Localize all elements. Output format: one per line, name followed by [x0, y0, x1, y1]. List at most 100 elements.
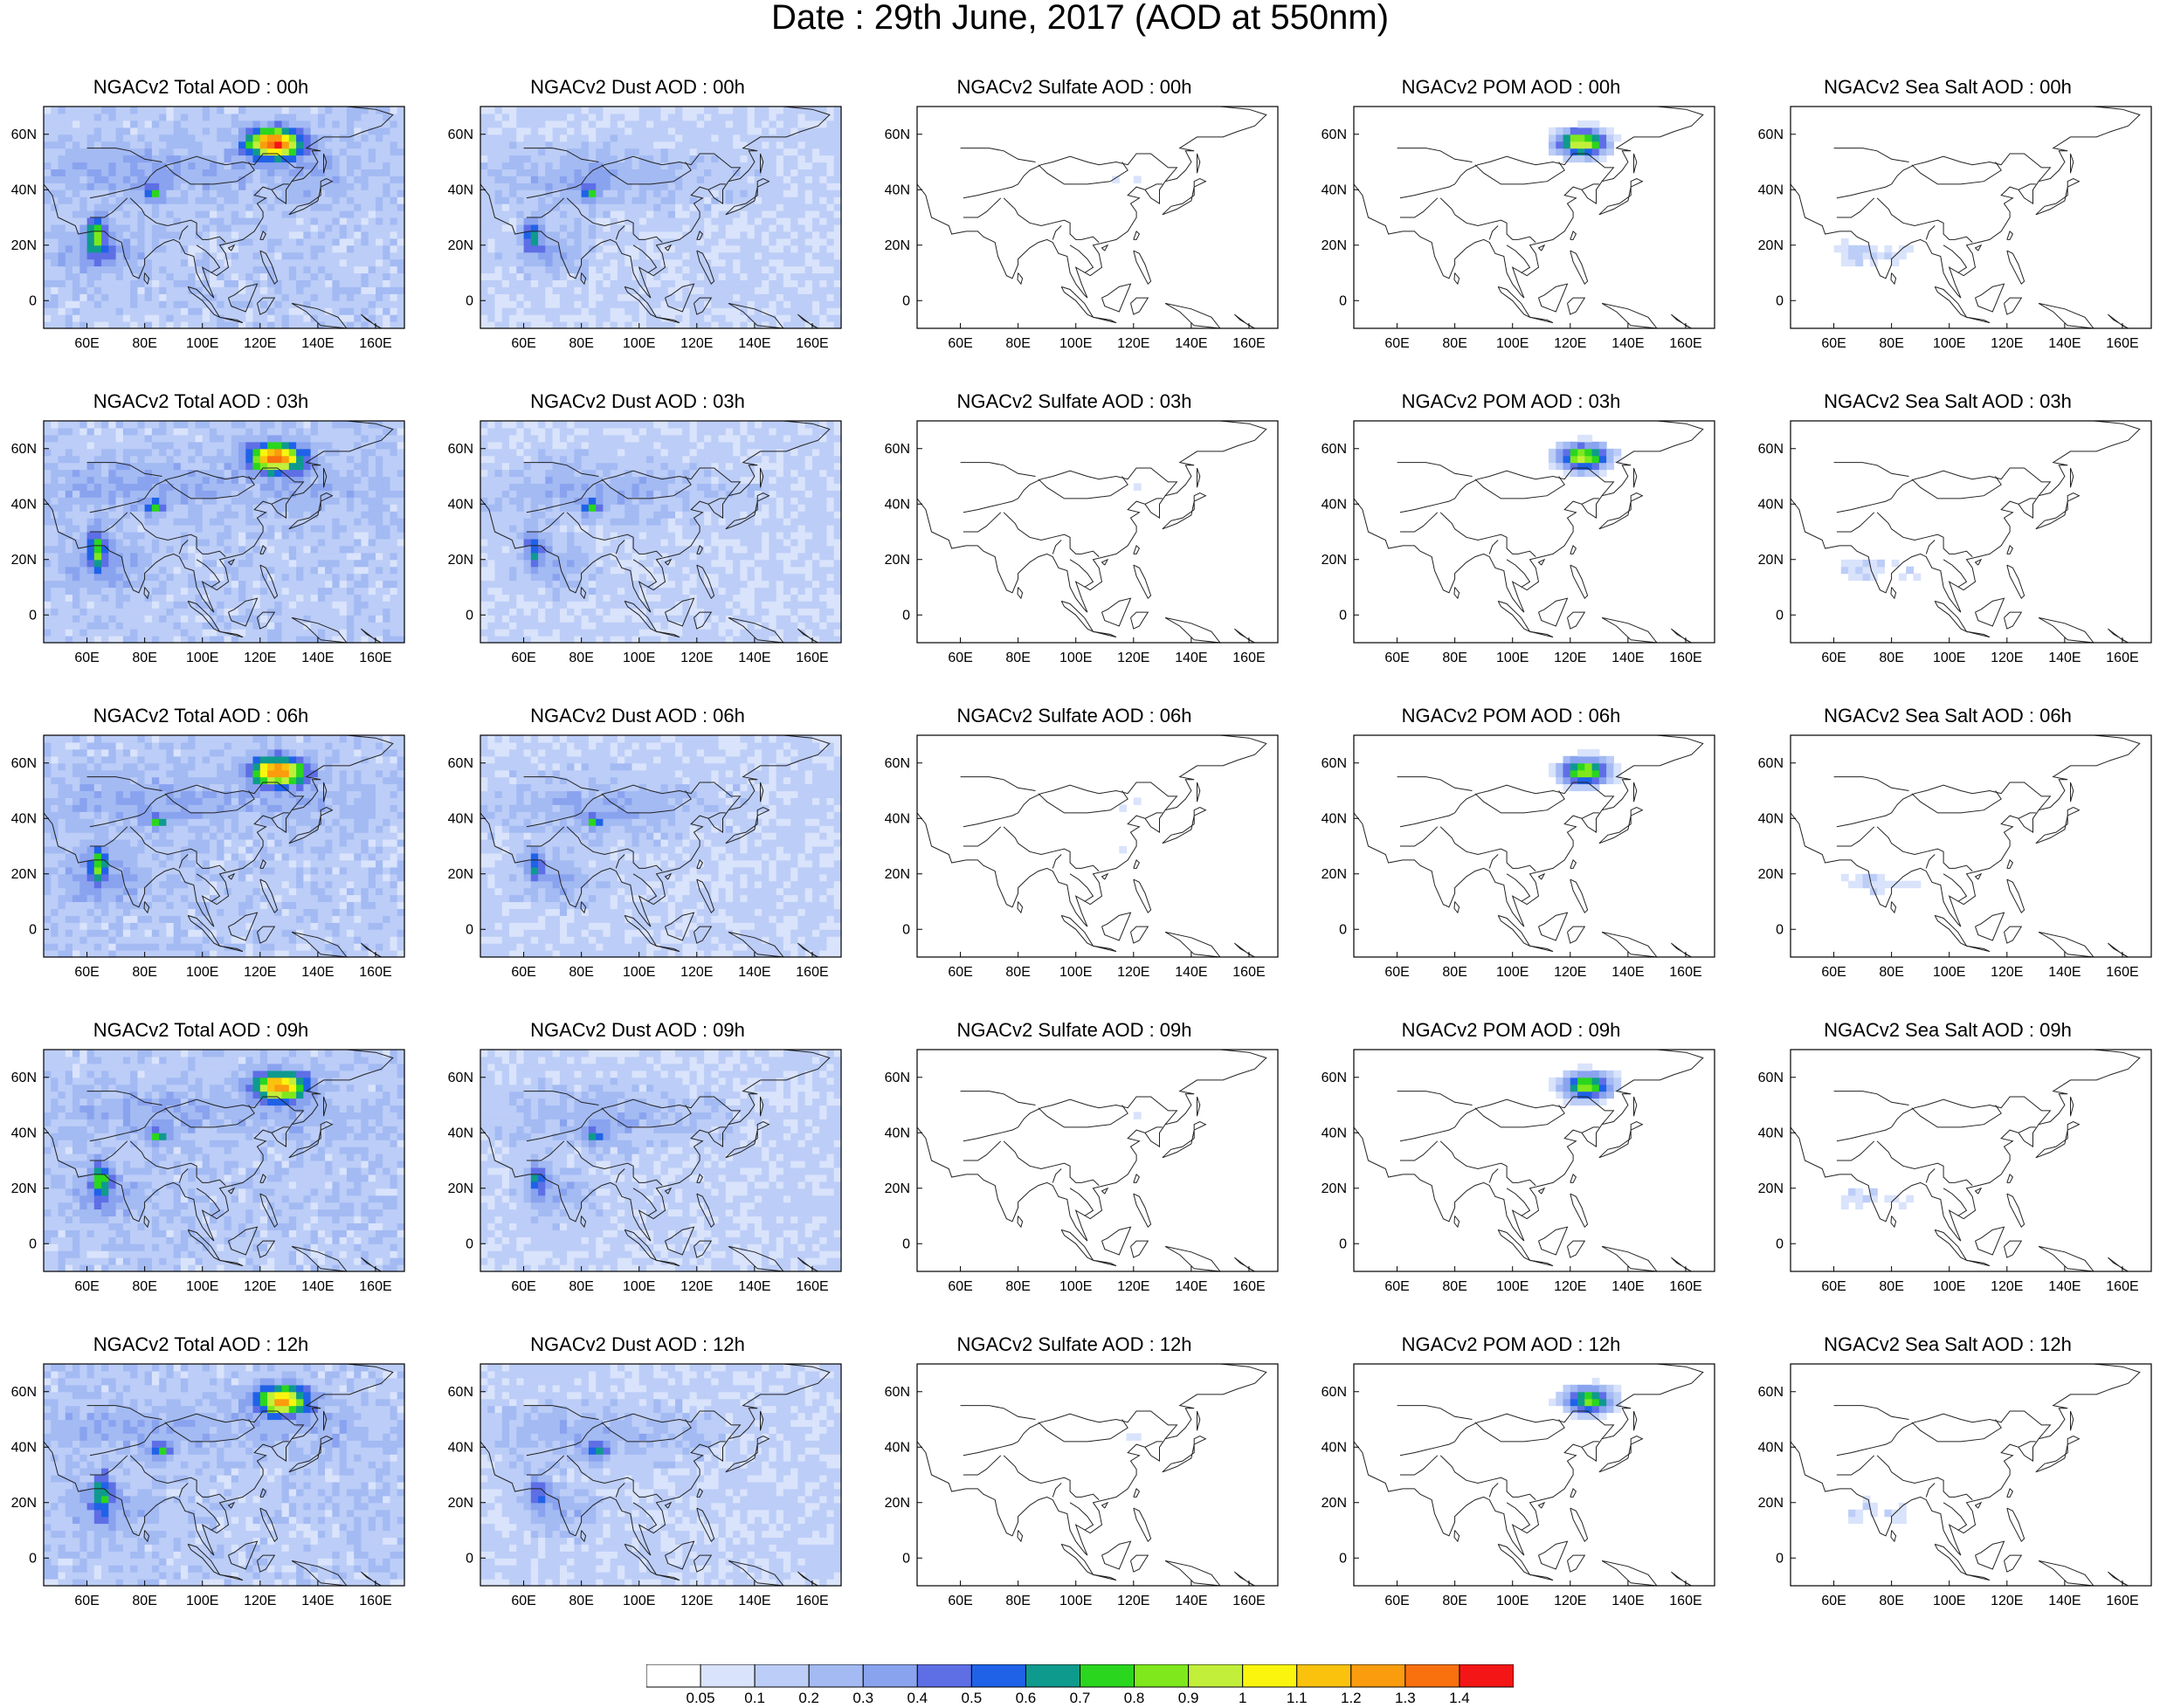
plot-frame	[480, 1049, 842, 1272]
x-tick-label: 140E	[301, 336, 334, 351]
coastline-island	[1101, 558, 1109, 566]
y-tick-label: 60N	[1322, 1071, 1347, 1085]
coastline-mainland	[480, 1363, 831, 1556]
x-tick-label: 100E	[1933, 1594, 1965, 1608]
coastline-island	[1162, 1120, 1207, 1159]
x-tick-label: 140E	[1611, 1594, 1644, 1608]
y-tick-label: 20N	[1322, 1496, 1347, 1511]
colorbar-label: 1.4	[1449, 1690, 1470, 1705]
y-tick-label: 60N	[11, 756, 37, 771]
aod-field	[1549, 1063, 1622, 1106]
country-border	[164, 790, 255, 814]
x-tick-label: 140E	[1175, 965, 1207, 980]
coastlines	[916, 1363, 1267, 1587]
country-border	[178, 1168, 189, 1183]
y-tick-label: 40N	[11, 183, 37, 197]
y-tick-label: 60N	[448, 127, 473, 142]
coastline-island	[1538, 597, 1569, 627]
coastline-island	[1671, 1257, 1692, 1272]
colorbar-box	[1296, 1664, 1352, 1688]
coastline-island	[1133, 250, 1152, 286]
y-tick-label: 20N	[448, 553, 473, 568]
coastline-island	[2035, 1120, 2081, 1159]
coastline-island	[1529, 630, 1554, 638]
y-tick-label: 40N	[885, 497, 910, 512]
x-tick-label: 140E	[1175, 1279, 1207, 1294]
coastlines	[1790, 1049, 2141, 1272]
coastline-island	[2070, 782, 2074, 802]
country-border	[963, 197, 1002, 218]
x-tick-label: 60E	[511, 1594, 535, 1608]
coastlines	[1790, 420, 2141, 644]
y-tick-label: 20N	[885, 553, 910, 568]
y-tick-label: 0	[902, 922, 910, 937]
x-tick-label: 160E	[1669, 1594, 1701, 1608]
y-tick-label: 60N	[885, 127, 910, 142]
coastline-island	[696, 231, 704, 240]
country-border	[526, 197, 565, 218]
country-border	[1836, 826, 1875, 847]
aod-map: 60E 80E 100E 120E 140E 160E 60N 40N 20N 0	[11, 420, 405, 665]
aod-field	[44, 1364, 405, 1587]
coastline-island	[1497, 1229, 1531, 1262]
country-border	[178, 225, 189, 240]
y-tick-label: 40N	[1322, 811, 1347, 826]
x-tick-label: 120E	[244, 651, 276, 665]
coastline-island	[259, 1488, 267, 1498]
coastline-island	[1934, 914, 1968, 947]
country-border	[1052, 854, 1062, 869]
x-tick-label: 120E	[680, 336, 713, 351]
country-border	[86, 776, 162, 791]
country-border	[2018, 812, 2036, 819]
y-tick-label: 0	[1339, 1236, 1347, 1251]
country-border	[129, 512, 226, 557]
coastline-island	[1060, 1229, 1094, 1262]
coastline-island	[187, 286, 221, 319]
country-border	[526, 826, 565, 847]
coastline-island	[2108, 313, 2129, 329]
country-border	[1144, 812, 1163, 819]
country-border	[196, 244, 221, 273]
country-border	[1925, 1483, 1936, 1498]
x-tick-label: 60E	[1384, 965, 1409, 980]
coastline-island	[1671, 942, 1692, 958]
country-border	[1399, 1140, 1439, 1161]
country-border	[1581, 183, 1599, 190]
x-tick-label: 80E	[1005, 1279, 1030, 1294]
panel-title: NGACv2 Sea Salt AOD : 00h	[1824, 76, 2072, 98]
y-tick-label: 60N	[1758, 756, 1784, 771]
country-border	[86, 462, 162, 477]
plot-frame	[43, 106, 405, 329]
coastline-island	[227, 558, 236, 566]
coastline-island	[2006, 1488, 2014, 1498]
map-panel: NGACv2 Total AOD : 00h 60E 80E 100E 120E 140E…	[0, 77, 437, 374]
plot-frame	[1353, 734, 1715, 958]
coastline-mainland	[1353, 734, 1704, 927]
x-tick-label: 120E	[1117, 965, 1149, 980]
aod-field	[1112, 176, 1142, 183]
x-tick-label: 140E	[1175, 1594, 1207, 1608]
coastline-island	[1234, 313, 1255, 329]
country-border	[1474, 162, 1565, 185]
aod-map: 60E 80E 100E 120E 140E 160E 60N 40N 20N 0	[1758, 106, 2152, 351]
coastline-island	[760, 1096, 764, 1117]
coastline-island	[1934, 286, 1968, 319]
coastline-island	[1093, 1574, 1117, 1581]
country-border	[271, 1441, 289, 1448]
country-border	[2018, 1126, 2036, 1133]
x-tick-label: 160E	[796, 1279, 828, 1294]
plot-frame	[916, 106, 1279, 329]
coastline-island	[1538, 1540, 1569, 1570]
plot-frame	[916, 1363, 1279, 1587]
coastline-island	[1974, 1187, 1983, 1195]
x-tick-label: 60E	[1384, 1594, 1409, 1608]
country-border	[89, 1096, 305, 1142]
coastline-island	[1890, 901, 1897, 914]
country-border	[707, 1441, 726, 1448]
coastline-island	[694, 297, 713, 315]
coastlines	[916, 106, 1267, 329]
x-tick-label: 140E	[738, 965, 770, 980]
country-border	[1833, 148, 1909, 162]
coastline-island	[1598, 177, 1644, 216]
coastlines	[916, 420, 1267, 644]
